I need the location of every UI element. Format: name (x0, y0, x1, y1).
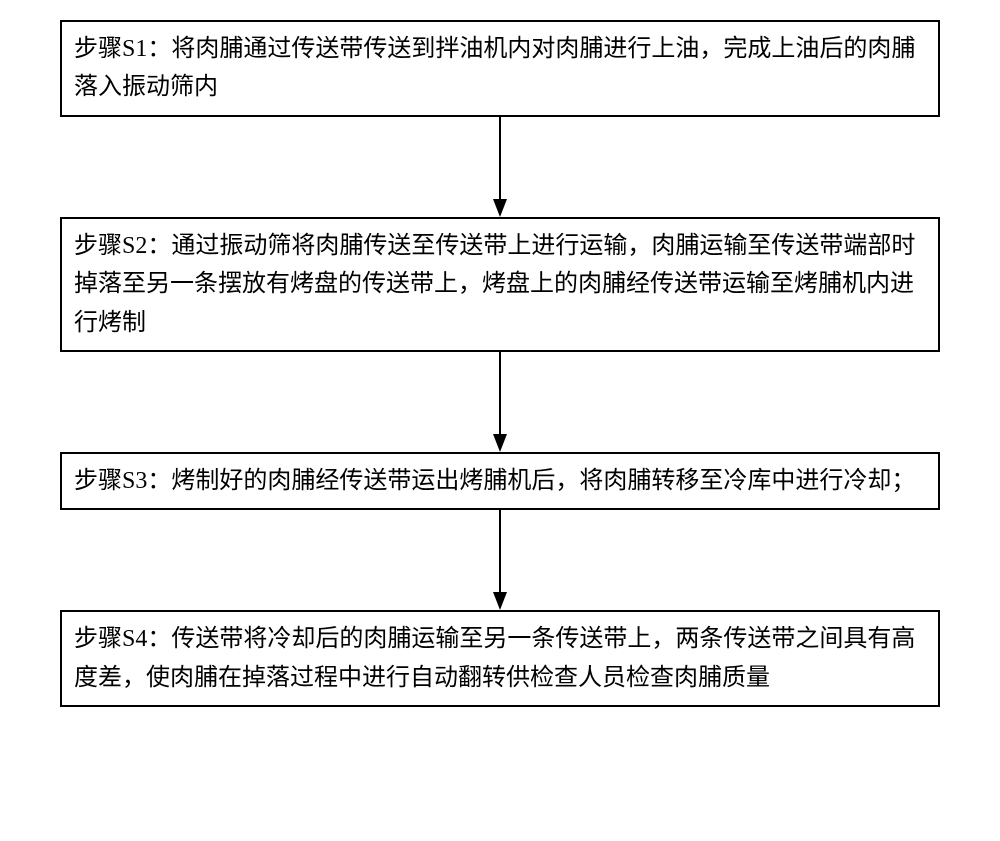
step-text: 步骤S1：将肉脯通过传送带传送到拌油机内对肉脯进行上油，完成上油后的肉脯落入振动… (74, 36, 915, 100)
step-box-s2: 步骤S2：通过振动筛将肉脯传送至传送带上进行运输，肉脯运输至传送带端部时掉落至另… (60, 217, 940, 352)
step-box-s1: 步骤S1：将肉脯通过传送带传送到拌油机内对肉脯进行上油，完成上油后的肉脯落入振动… (60, 20, 940, 117)
arrow-down-icon (490, 117, 510, 217)
flowchart-container: 步骤S1：将肉脯通过传送带传送到拌油机内对肉脯进行上油，完成上油后的肉脯落入振动… (60, 20, 940, 707)
arrow-down-icon (490, 352, 510, 452)
arrow-s2-s3 (490, 352, 510, 452)
arrow-s3-s4 (490, 510, 510, 610)
arrow-s1-s2 (490, 117, 510, 217)
step-text: 步骤S2：通过振动筛将肉脯传送至传送带上进行运输，肉脯运输至传送带端部时掉落至另… (74, 233, 915, 336)
step-text: 步骤S4：传送带将冷却后的肉脯运输至另一条传送带上，两条传送带之间具有高度差，使… (74, 626, 915, 690)
step-box-s3: 步骤S3：烤制好的肉脯经传送带运出烤脯机后，将肉脯转移至冷库中进行冷却； (60, 452, 940, 510)
arrow-down-icon (490, 510, 510, 610)
step-box-s4: 步骤S4：传送带将冷却后的肉脯运输至另一条传送带上，两条传送带之间具有高度差，使… (60, 610, 940, 707)
step-text: 步骤S3：烤制好的肉脯经传送带运出烤脯机后，将肉脯转移至冷库中进行冷却； (74, 468, 915, 494)
